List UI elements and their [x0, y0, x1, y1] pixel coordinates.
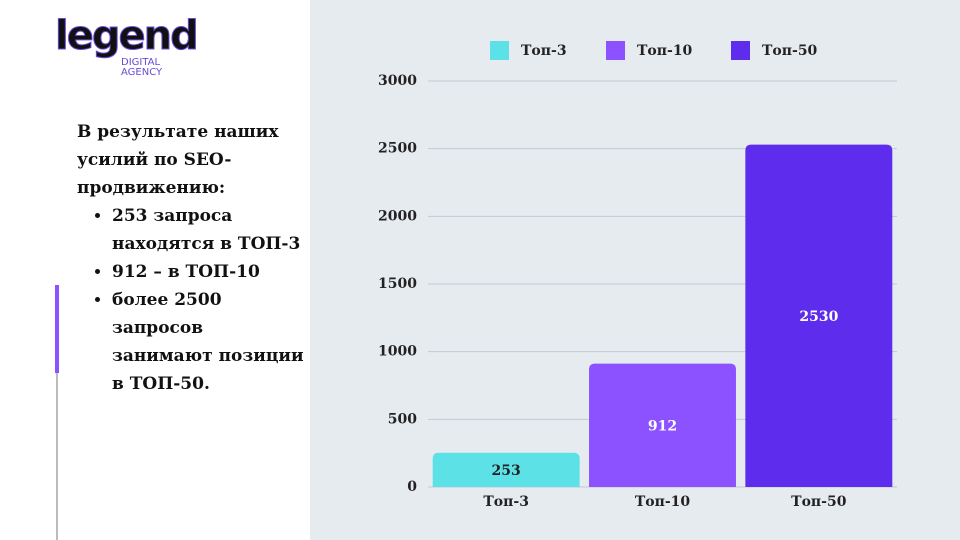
bar	[589, 363, 736, 487]
data-label: 2530	[799, 309, 838, 325]
y-tick-label: 0	[407, 479, 417, 495]
accent	[55, 285, 59, 373]
bar	[745, 144, 893, 487]
bullet: 253 запроса находятся в ТОП-3	[112, 202, 309, 258]
x-tick-label: Топ-10	[635, 494, 691, 510]
legend-label: Топ-3	[521, 43, 567, 59]
y-tick-label: 3000	[378, 73, 417, 89]
data-label: 253	[492, 463, 521, 479]
logo-line: AGENCY	[121, 67, 163, 78]
x-tick-label: Топ-3	[483, 494, 529, 510]
legend-label: Топ-10	[637, 43, 693, 59]
intro: В результате наших усилий по SEO-продвиж…	[77, 122, 279, 198]
bullet-list: 253 запроса находятся в ТОП-3912 – в ТОП…	[77, 202, 309, 398]
y-tick-label: 1000	[378, 344, 417, 360]
y-tick-label: 1500	[378, 276, 417, 292]
legend-label: Топ-50	[762, 43, 818, 59]
bullet: 912 – в ТОП-10	[112, 258, 309, 286]
legend-swatch	[606, 41, 625, 60]
logo-line: DIGITAL	[121, 57, 161, 68]
summary: В результате наших усилий по SEO-продвиж…	[77, 118, 309, 398]
y-tick-label: 2500	[378, 141, 417, 157]
data-label: 912	[648, 418, 677, 434]
y-tick-label: 2000	[378, 208, 417, 224]
legend-swatch	[731, 41, 750, 60]
bar	[432, 452, 580, 487]
logo-name: legend	[55, 13, 200, 59]
x-tick-label: Топ-50	[791, 494, 847, 510]
bullet: более 2500 запросов занимают позиции в Т…	[112, 286, 309, 398]
logo: legend DIGITAL AGENCY	[55, 13, 200, 78]
legend-swatch	[490, 41, 509, 60]
divider	[56, 285, 58, 540]
y-tick-label: 500	[388, 411, 417, 427]
